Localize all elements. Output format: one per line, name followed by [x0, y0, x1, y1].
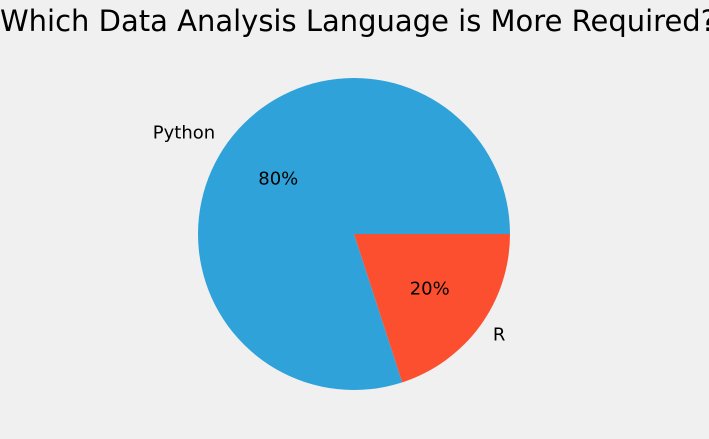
chart-title: Which Data Analysis Language is More Req…: [0, 4, 709, 38]
percent-label-python: 80%: [258, 168, 298, 189]
slice-label-r: R: [493, 324, 506, 345]
slice-label-python: Python: [153, 123, 215, 144]
pie-slice-python: [198, 77, 510, 390]
percent-label-r: 20%: [410, 279, 450, 300]
pie-slice-r: [354, 234, 510, 383]
